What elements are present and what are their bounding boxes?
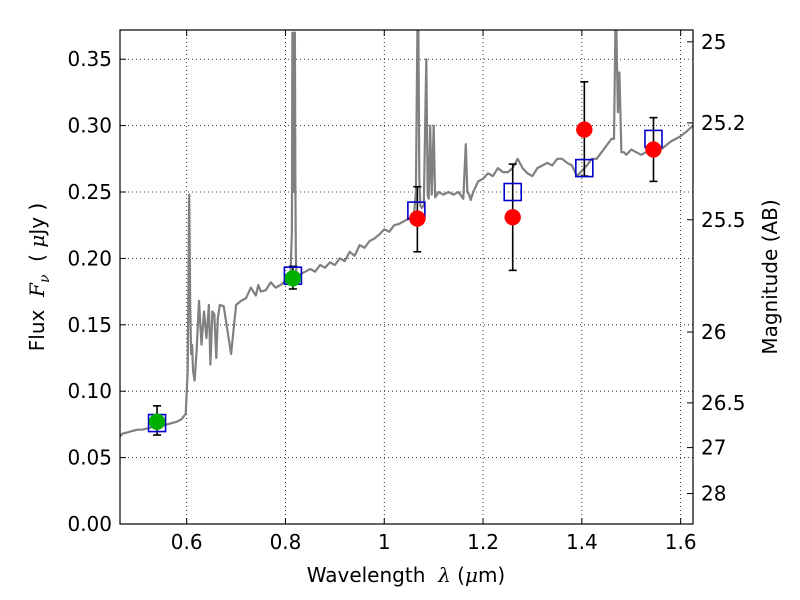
x-tick-label: 1.2: [467, 530, 499, 554]
mag-tick-label: 27: [701, 436, 726, 460]
y-tick-label: 0.20: [67, 246, 112, 270]
observed-point: [409, 210, 426, 227]
y-tick-label: 0.00: [67, 512, 112, 536]
y-tick-label: 0.25: [67, 180, 112, 204]
y-tick-label: 0.30: [67, 114, 112, 138]
y-tick-label: 0.35: [67, 47, 112, 71]
observed-point: [148, 413, 166, 430]
observed-point: [645, 141, 662, 158]
mag-tick-label: 25.5: [701, 208, 746, 232]
spectrum-layer: [120, 30, 693, 438]
mag-tick-label: 26.5: [701, 391, 746, 415]
plot-frame: [119, 29, 694, 525]
y-axis-label: Flux Fν ( μJy ): [25, 203, 53, 351]
observed-point: [576, 121, 593, 138]
right-axis-label: Magnitude (AB): [758, 199, 782, 354]
magnitude-axis-ticks: 25 25.2 25.5 26 26.5 27 28: [687, 30, 746, 506]
x-axis-label: Wavelength λ (μm): [307, 563, 506, 587]
model-square-marker: [575, 158, 594, 178]
x-tick-label: 0.6: [171, 530, 203, 554]
y-tick-label: 0.15: [67, 313, 112, 337]
y-axis-ticks: 0.00 0.05 0.10 0.15 0.20 0.25 0.30 0.35: [67, 47, 126, 536]
x-tick-label: 1.4: [566, 530, 598, 554]
mag-tick-label: 25: [701, 30, 726, 54]
mag-tick-label: 25.2: [701, 111, 746, 135]
x-axis-ticks: 0.6 0.8 1 1.2 1.4 1.6: [171, 30, 697, 554]
marker-layer: [147, 121, 663, 433]
y-tick-label: 0.10: [67, 379, 112, 403]
observed-point: [504, 208, 521, 226]
spectrum-line: [120, 30, 693, 438]
mag-tick-label: 28: [701, 482, 726, 506]
x-tick-label: 0.8: [270, 530, 302, 554]
y-tick-label: 0.05: [67, 446, 112, 470]
mag-tick-label: 26: [701, 320, 726, 344]
observed-point: [284, 270, 302, 287]
x-tick-label: 1.6: [665, 530, 697, 554]
model-square-marker: [503, 182, 523, 202]
x-tick-label: 1: [378, 530, 391, 554]
grid-lines: [120, 30, 693, 525]
